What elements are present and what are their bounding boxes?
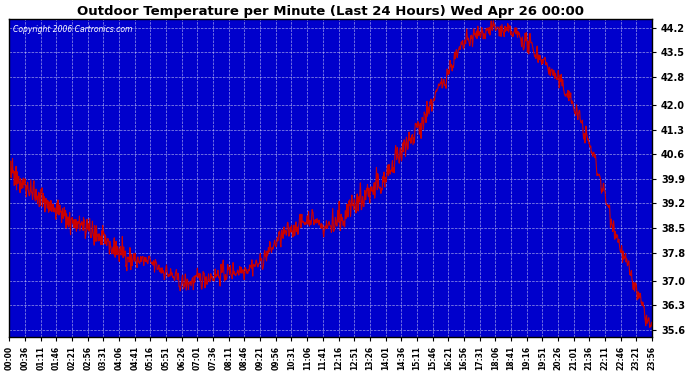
Text: Copyright 2006 Cartronics.com: Copyright 2006 Cartronics.com xyxy=(12,26,132,34)
Title: Outdoor Temperature per Minute (Last 24 Hours) Wed Apr 26 00:00: Outdoor Temperature per Minute (Last 24 … xyxy=(77,5,584,18)
